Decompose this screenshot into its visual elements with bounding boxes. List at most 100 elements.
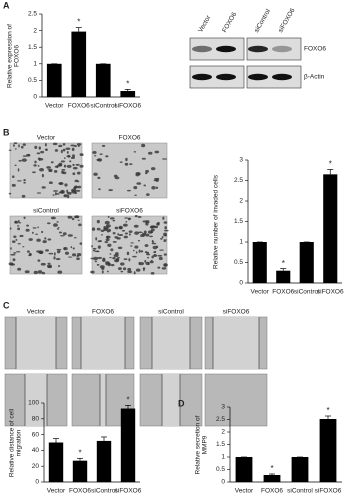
cell bbox=[115, 252, 119, 256]
cell bbox=[79, 164, 84, 168]
y-tick-label: 2 bbox=[33, 27, 37, 34]
cell bbox=[163, 232, 167, 237]
cell bbox=[57, 270, 63, 274]
cell bbox=[137, 173, 141, 175]
cell bbox=[120, 262, 125, 266]
image-label: Vector bbox=[27, 309, 46, 316]
cell bbox=[150, 228, 155, 232]
cell bbox=[138, 249, 141, 253]
wound-gap bbox=[81, 317, 125, 369]
cell bbox=[141, 143, 146, 148]
significance-marker: * bbox=[282, 259, 285, 268]
cell bbox=[44, 149, 47, 151]
cell bbox=[77, 180, 80, 183]
cell bbox=[145, 193, 150, 196]
cell bbox=[105, 238, 110, 242]
y-axis-label: Relative distance of cell migration bbox=[8, 408, 22, 477]
cell bbox=[153, 251, 156, 254]
row-label: FOXO6 bbox=[304, 46, 326, 53]
y-tick-label: 0.5 bbox=[28, 77, 37, 84]
cell bbox=[127, 270, 133, 274]
cell bbox=[46, 222, 51, 225]
cell bbox=[94, 260, 97, 263]
cell bbox=[9, 227, 12, 230]
cell bbox=[77, 253, 82, 257]
cell bbox=[100, 229, 105, 232]
cell bbox=[50, 161, 54, 164]
cell bbox=[141, 157, 146, 160]
image-label: siControl bbox=[33, 208, 59, 215]
cell bbox=[163, 239, 167, 241]
band bbox=[216, 73, 236, 81]
cell bbox=[46, 264, 52, 268]
cell bbox=[18, 144, 20, 148]
cell bbox=[161, 235, 164, 239]
cell bbox=[62, 232, 67, 236]
cell bbox=[12, 258, 16, 262]
cell bbox=[25, 228, 30, 232]
cell bbox=[23, 181, 26, 184]
cell bbox=[71, 147, 75, 152]
y-tick-label: 2 bbox=[221, 429, 225, 436]
y-tick-label: 0 bbox=[221, 479, 225, 486]
cell bbox=[92, 249, 96, 252]
cell bbox=[162, 216, 165, 220]
cell bbox=[13, 235, 17, 239]
cell bbox=[56, 193, 60, 195]
cell bbox=[133, 224, 139, 228]
cell bbox=[92, 256, 99, 261]
cell bbox=[56, 248, 62, 251]
cell bbox=[119, 161, 123, 163]
x-tick-label: siControl bbox=[294, 289, 320, 296]
cell bbox=[26, 224, 30, 227]
x-tick-label: FOXO6 bbox=[69, 488, 91, 495]
cell bbox=[22, 246, 25, 248]
cell bbox=[14, 164, 17, 167]
cell bbox=[8, 149, 12, 151]
image-label: siFOXO6 bbox=[116, 208, 143, 215]
y-tick-label: 0 bbox=[239, 280, 243, 287]
cell bbox=[121, 229, 126, 232]
y-axis-label: Relative expression of FOXO6 bbox=[6, 23, 20, 88]
image-label: Vector bbox=[37, 135, 56, 142]
cell bbox=[60, 192, 65, 194]
cell bbox=[34, 160, 37, 164]
cell bbox=[108, 189, 113, 192]
cell bbox=[67, 256, 73, 258]
cell bbox=[77, 185, 82, 189]
cell bbox=[26, 250, 30, 253]
cell bbox=[90, 257, 94, 260]
band bbox=[248, 45, 268, 53]
cell bbox=[24, 270, 30, 274]
cell bbox=[8, 192, 12, 195]
cell bbox=[62, 148, 66, 152]
lane-label: FOXO6 bbox=[221, 11, 238, 34]
cell bbox=[151, 185, 156, 190]
cell bbox=[120, 270, 124, 273]
y-tick-label: 0.5 bbox=[234, 259, 243, 266]
cell bbox=[57, 227, 60, 229]
cell bbox=[144, 259, 147, 263]
cell bbox=[99, 153, 103, 156]
cell bbox=[106, 270, 109, 273]
cell bbox=[58, 182, 63, 185]
y-tick-label: 20 bbox=[32, 463, 40, 470]
cell bbox=[53, 169, 58, 173]
wound-gap bbox=[25, 374, 47, 426]
cell bbox=[140, 250, 144, 253]
cell bbox=[105, 261, 110, 264]
band bbox=[216, 45, 236, 53]
cell bbox=[47, 238, 52, 241]
cell bbox=[62, 171, 67, 175]
bar bbox=[235, 457, 253, 482]
band bbox=[248, 73, 268, 81]
cell bbox=[99, 240, 102, 242]
cell bbox=[92, 150, 97, 155]
cell bbox=[69, 160, 72, 163]
bar bbox=[291, 457, 309, 482]
cell bbox=[144, 244, 149, 247]
y-tick-label: 2.5 bbox=[28, 11, 37, 18]
cell bbox=[36, 238, 41, 242]
cell bbox=[149, 235, 153, 238]
bar bbox=[120, 91, 136, 97]
